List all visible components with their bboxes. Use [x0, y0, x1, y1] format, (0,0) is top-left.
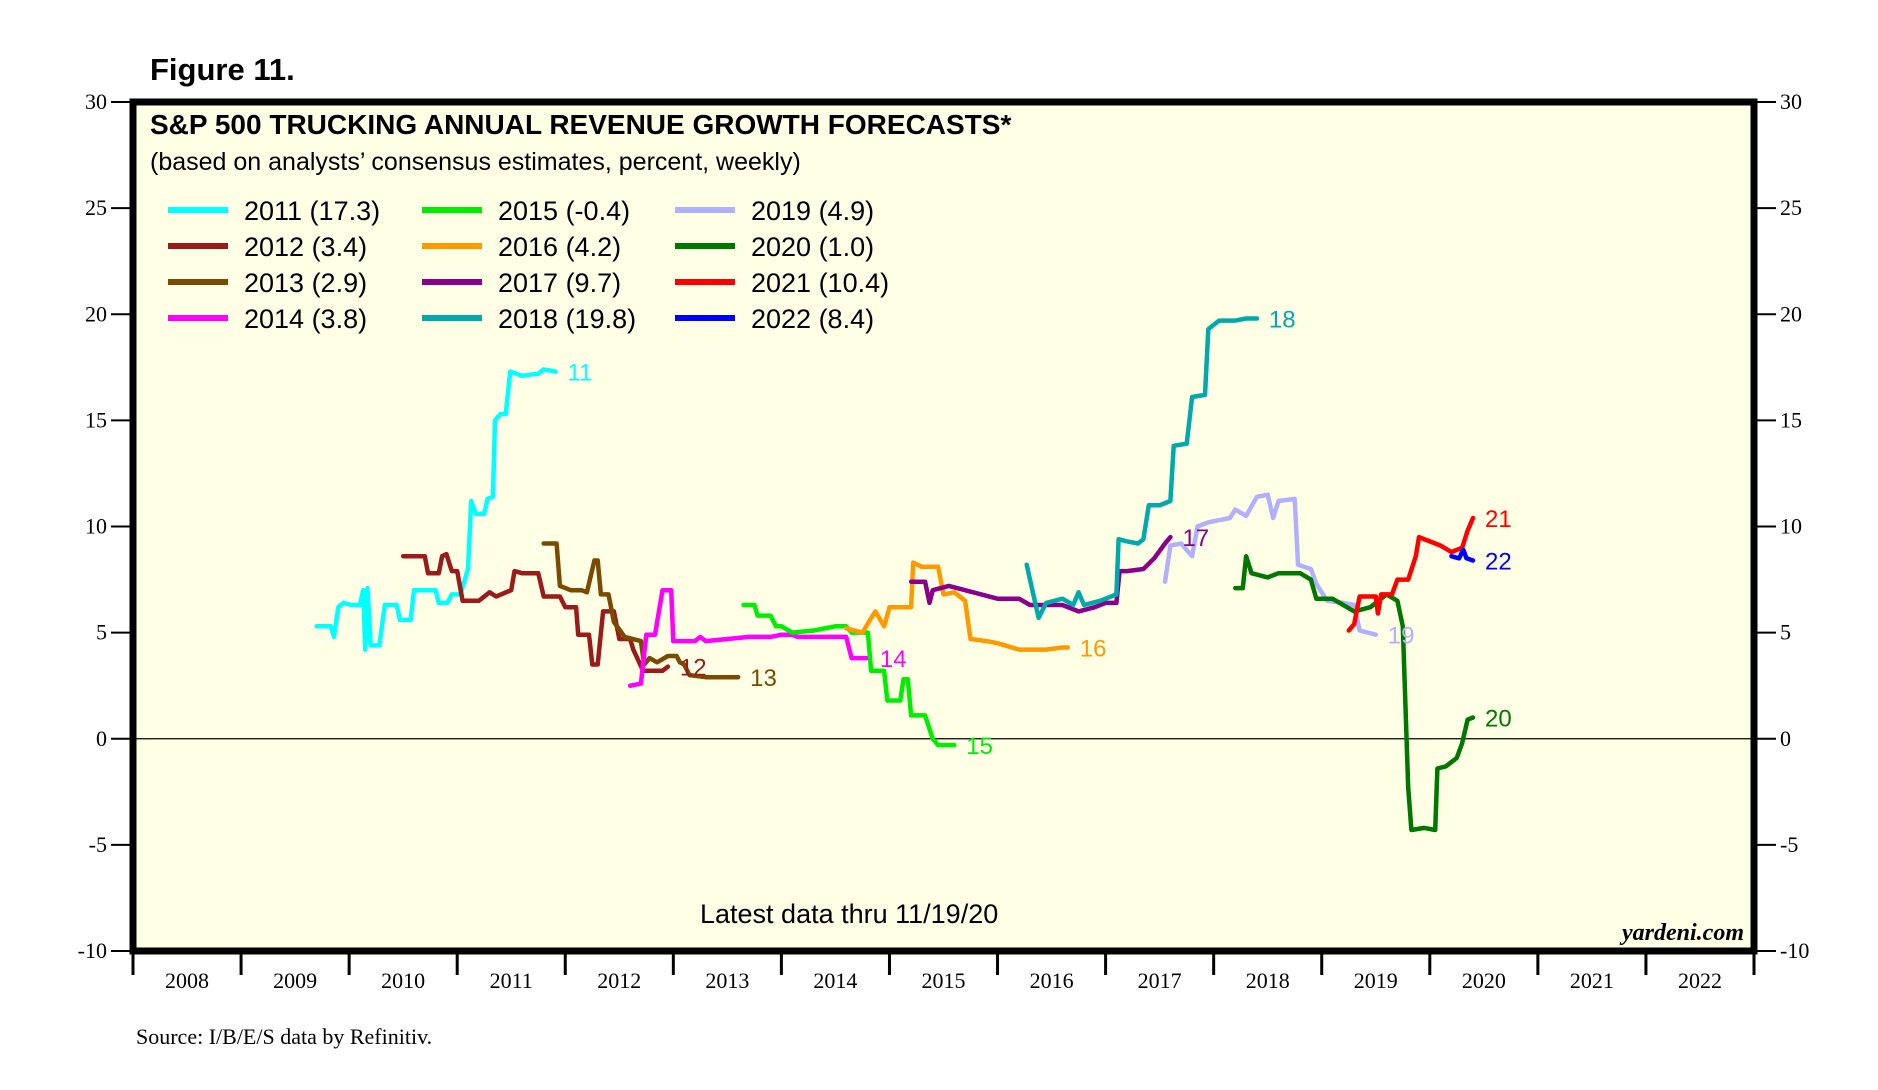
y-tick-label-right: 15 — [1780, 407, 1802, 432]
y-tick-label-left: 15 — [85, 407, 107, 432]
legend-label: 2020 (1.0) — [751, 232, 874, 262]
plot-area — [129, 98, 1758, 955]
legend-label: 2011 (17.3) — [244, 196, 380, 226]
legend-item: 2013 (2.9) — [168, 268, 367, 298]
end-label-2018: 18 — [1269, 306, 1296, 333]
legend-item: 2017 (9.7) — [422, 268, 621, 298]
legend-item: 2014 (3.8) — [168, 304, 367, 334]
end-label-2022: 22 — [1485, 548, 1512, 575]
x-tick-label: 2014 — [813, 968, 857, 993]
y-tick-label-right: -10 — [1780, 938, 1809, 963]
x-tick-label: 2019 — [1354, 968, 1398, 993]
legend-item: 2019 (4.9) — [675, 196, 874, 226]
y-tick-label-right: 30 — [1780, 89, 1802, 114]
y-tick-label-left: 10 — [85, 514, 107, 539]
series-line-2016 — [843, 560, 1071, 652]
legend-item: 2016 (4.2) — [422, 232, 621, 262]
watermark: yardeni.com — [1619, 920, 1744, 946]
y-tick-label-left: 30 — [85, 89, 107, 114]
end-label-2013: 13 — [750, 665, 777, 692]
legend-label: 2015 (-0.4) — [498, 196, 630, 226]
source-note: Source: I/B/E/S data by Refinitiv. — [136, 1024, 432, 1049]
end-labels: 11 12 13 14 15 16 17 18 19 20 21 22 — [568, 306, 1512, 760]
x-tick-label: 2021 — [1570, 968, 1614, 993]
latest-data-note: Latest data thru 11/19/20 — [700, 899, 998, 929]
x-tick-label: 2012 — [597, 968, 641, 993]
series-line-2011 — [314, 367, 558, 652]
legend-item: 2020 (1.0) — [675, 232, 874, 262]
series-line-2018 — [1024, 316, 1260, 621]
y-tick-label-left: 0 — [96, 726, 107, 751]
y-tick-label-right: 0 — [1780, 726, 1791, 751]
y-tick-label-left: 5 — [96, 620, 107, 645]
x-tick-label: 2013 — [705, 968, 749, 993]
x-tick-label: 2018 — [1246, 968, 1290, 993]
series-line-2012 — [400, 551, 671, 674]
y-axis-right: 30 25 20 15 10 5 0 -5 -10 — [1754, 89, 1809, 963]
x-tick-label: 2011 — [490, 968, 533, 993]
legend-item: 2022 (8.4) — [675, 304, 874, 334]
legend-label: 2012 (3.4) — [244, 232, 367, 262]
x-tick-label: 2015 — [922, 968, 966, 993]
chart-subtitle: (based on analysts’ consensus estimates,… — [150, 148, 801, 176]
legend-label: 2018 (19.8) — [498, 304, 636, 334]
legend-item: 2021 (10.4) — [675, 268, 889, 298]
series-line-2021 — [1346, 515, 1476, 633]
legend-item: 2012 (3.4) — [168, 232, 367, 262]
figure-label: Figure 11. — [150, 52, 295, 87]
x-tick-label: 2008 — [165, 968, 209, 993]
end-label-2015: 15 — [966, 733, 993, 760]
series-line-2017 — [908, 534, 1173, 614]
end-label-2014: 14 — [880, 646, 907, 673]
end-label-2011: 11 — [568, 360, 593, 387]
legend-item: 2011 (17.3) — [168, 196, 380, 226]
x-tick-label: 2016 — [1030, 968, 1074, 993]
end-label-2012: 12 — [680, 655, 707, 682]
legend-label: 2021 (10.4) — [751, 268, 889, 298]
chart-title: S&P 500 TRUCKING ANNUAL REVENUE GROWTH F… — [150, 109, 1011, 140]
legend-label: 2017 (9.7) — [498, 268, 621, 298]
legend-label: 2022 (8.4) — [751, 304, 874, 334]
x-tick-label: 2010 — [381, 968, 425, 993]
x-tick-label: 2022 — [1678, 968, 1722, 993]
y-tick-label-left: 25 — [85, 195, 107, 220]
legend-label: 2019 (4.9) — [751, 196, 874, 226]
y-tick-label-right: 10 — [1780, 514, 1802, 539]
y-tick-label-right: -5 — [1780, 832, 1798, 857]
end-label-2016: 16 — [1080, 635, 1107, 662]
x-tick-label: 2017 — [1138, 968, 1182, 993]
legend-item: 2015 (-0.4) — [422, 196, 630, 226]
x-tick-label: 2020 — [1462, 968, 1506, 993]
y-tick-label-left: -10 — [78, 938, 107, 963]
series-line-2022 — [1449, 547, 1476, 563]
x-axis: 2008 2009 2010 2011 2012 2013 2014 2015 2016 2017… — [131, 951, 1756, 993]
end-label-2020: 20 — [1485, 706, 1512, 733]
series-line-2013 — [541, 541, 741, 680]
legend-label: 2014 (3.8) — [244, 304, 367, 334]
x-tick-label: 2009 — [273, 968, 317, 993]
y-tick-label-right: 25 — [1780, 195, 1802, 220]
legend-label: 2016 (4.2) — [498, 232, 621, 262]
series-group — [314, 316, 1476, 833]
end-label-2021: 21 — [1485, 506, 1512, 533]
y-axis-left: 30 25 20 15 10 5 0 -5 -10 — [78, 89, 133, 963]
series-line-2015 — [741, 602, 957, 748]
end-label-2017: 17 — [1182, 525, 1209, 552]
y-tick-label-left: 20 — [85, 301, 107, 326]
y-tick-label-right: 20 — [1780, 301, 1802, 326]
legend-item: 2018 (19.8) — [422, 304, 636, 334]
end-label-2019: 19 — [1388, 623, 1415, 650]
y-tick-label-left: -5 — [89, 832, 107, 857]
legend: 2011 (17.3) 2012 (3.4) 2013 (2.9) 2014 (3.8… — [168, 196, 889, 334]
legend-label: 2013 (2.9) — [244, 268, 367, 298]
y-tick-label-right: 5 — [1780, 620, 1791, 645]
series-line-2014 — [627, 587, 871, 688]
